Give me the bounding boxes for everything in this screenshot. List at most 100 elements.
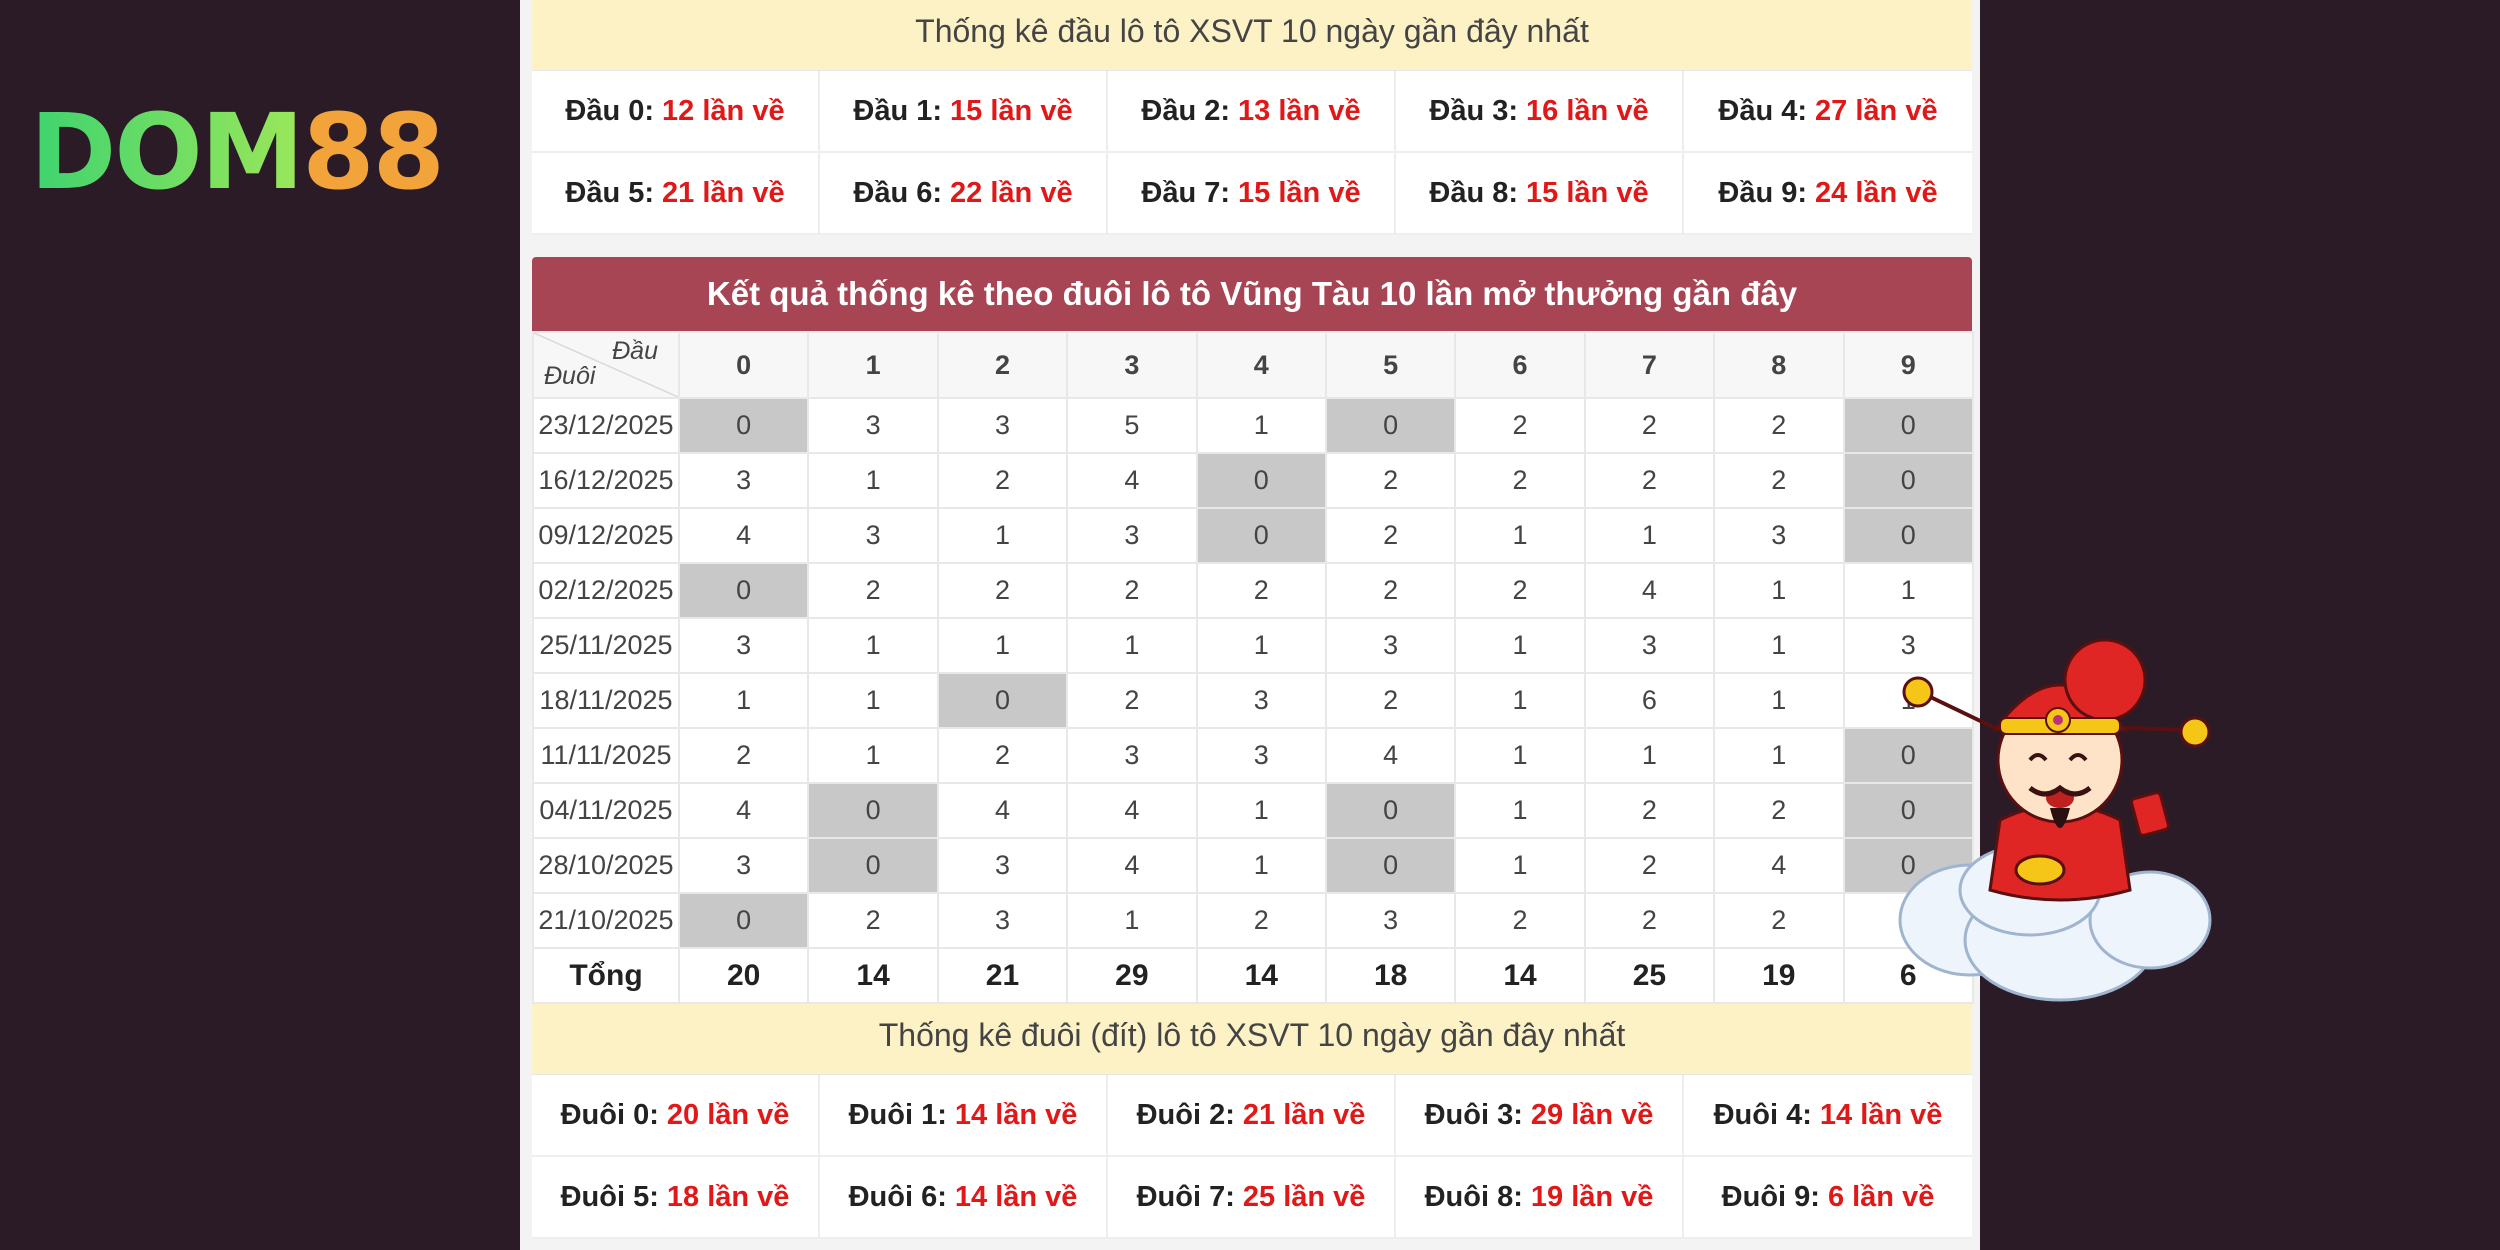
duoi-stat-label: Đuôi 9:	[1721, 1180, 1820, 1213]
table-cell: 2	[1066, 562, 1198, 619]
table-cell: 2	[677, 727, 810, 784]
table-cell: 2	[1324, 507, 1457, 564]
row-date: 04/11/2025	[532, 782, 680, 839]
row-date: 09/12/2025	[532, 507, 680, 564]
table-cell: 3	[1842, 617, 1974, 674]
duoi-stat-count: 29 lần về	[1530, 1098, 1654, 1131]
dom88-logo[interactable]: DOM88	[30, 100, 445, 204]
total-row: Tổng 20 14 21 29 14 18 14 25 19 6	[532, 947, 1974, 1004]
column-header-dau-5: 5	[1324, 331, 1457, 399]
duoi-stat-item-4: Đuôi 4: 14 lần về	[1684, 1075, 1972, 1157]
table-cell: 0	[677, 562, 810, 619]
total-cell: 29	[1066, 947, 1198, 1004]
table-cell: 2	[807, 892, 939, 949]
row-date: 21/10/2025	[532, 892, 680, 949]
table-cell: 1	[1066, 617, 1198, 674]
table-row: 04/11/2025 4 0 4 4 1 0 1 2 2 0	[532, 782, 1974, 839]
table-cell: 3	[936, 892, 1069, 949]
table-cell: 1	[1583, 727, 1716, 784]
table-row: 11/11/2025 2 1 2 3 3 4 1 1 1 0	[532, 727, 1974, 784]
head-stats-grid: Đầu 0: 12 lần về Đầu 1: 15 lần về Đầu 2: 13 l…	[532, 70, 1972, 235]
table-cell: 0	[677, 892, 810, 949]
table-row: 28/10/2025 3 0 3 4 1 0 1 2 4 0	[532, 837, 1974, 894]
table-cell: 0	[1842, 452, 1974, 509]
table-cell: 1	[677, 672, 810, 729]
table-row: 09/12/2025 4 3 1 3 0 2 1 1 3 0	[532, 507, 1974, 564]
table-cell: 0	[1195, 507, 1327, 564]
table-cell: 0	[1324, 782, 1457, 839]
table-cell: 2	[1454, 397, 1586, 454]
duoi-stat-count: 21 lần về	[1242, 1098, 1366, 1131]
table-corner-cell: Đầu Đuôi	[532, 331, 680, 399]
dau-stat-count: 21 lần về	[662, 176, 785, 209]
table-cell: 4	[1713, 837, 1845, 894]
table-cell: 0	[1842, 727, 1974, 784]
column-header-dau-3: 3	[1066, 331, 1198, 399]
table-cell: 3	[807, 507, 939, 564]
table-cell: 2	[1195, 892, 1327, 949]
tail-table-title: Kết quả thống kê theo đuôi lô tô Vũng Tà…	[532, 257, 1972, 331]
total-cell: 25	[1583, 947, 1716, 1004]
table-cell: 0	[677, 397, 810, 454]
table-cell: 0	[807, 782, 939, 839]
table-row: 21/10/2025 0 2 3 1 2 3 2 2 2	[532, 892, 1974, 949]
table-cell: 3	[677, 617, 810, 674]
duoi-stat-label: Đuôi 5:	[560, 1180, 659, 1213]
duoi-stat-count: 14 lần về	[954, 1180, 1078, 1213]
duoi-stat-item-5: Đuôi 5: 18 lần về	[532, 1157, 820, 1239]
table-cell: 1	[936, 507, 1069, 564]
dau-stat-label: Đầu 4:	[1718, 94, 1808, 127]
table-cell: 4	[1583, 562, 1716, 619]
table-cell: 2	[1713, 452, 1845, 509]
table-cell: 3	[1324, 617, 1457, 674]
logo-text-88: 88	[302, 91, 445, 213]
dau-stat-count: 15 lần về	[950, 94, 1073, 127]
dau-stat-item-9: Đầu 9: 24 lần về	[1684, 153, 1972, 235]
column-header-dau-8: 8	[1713, 331, 1845, 399]
duoi-stat-label: Đuôi 3:	[1424, 1098, 1523, 1131]
table-cell: 1	[1454, 672, 1586, 729]
table-cell: 1	[1066, 892, 1198, 949]
dau-stat-count: 13 lần về	[1238, 94, 1361, 127]
table-cell: 1	[1454, 617, 1586, 674]
duoi-stat-item-7: Đuôi 7: 25 lần về	[1108, 1157, 1396, 1239]
dau-stat-item-7: Đầu 7: 15 lần về	[1108, 153, 1396, 235]
table-cell: 1	[1713, 672, 1845, 729]
table-cell: 1	[1454, 837, 1586, 894]
duoi-stat-item-2: Đuôi 2: 21 lần về	[1108, 1075, 1396, 1157]
table-cell: 2	[936, 452, 1069, 509]
duoi-stat-count: 6 lần về	[1827, 1180, 1935, 1213]
duoi-stat-count: 14 lần về	[954, 1098, 1078, 1131]
table-cell: 0	[1842, 782, 1974, 839]
row-date: 28/10/2025	[532, 837, 680, 894]
table-cell: 2	[1583, 782, 1716, 839]
row-date: 02/12/2025	[532, 562, 680, 619]
table-cell: 2	[1454, 892, 1586, 949]
table-cell: 3	[936, 837, 1069, 894]
table-cell: 3	[1066, 727, 1198, 784]
column-header-dau-6: 6	[1454, 331, 1586, 399]
dau-stat-count: 15 lần về	[1238, 176, 1361, 209]
table-cell: 2	[1583, 397, 1716, 454]
table-cell: 4	[1324, 727, 1457, 784]
duoi-stat-item-1: Đuôi 1: 14 lần về	[820, 1075, 1108, 1157]
table-cell: 3	[936, 397, 1069, 454]
dau-stat-count: 27 lần về	[1815, 94, 1938, 127]
table-cell: 2	[1324, 672, 1457, 729]
table-cell: 3	[677, 837, 810, 894]
dau-stat-label: Đầu 7:	[1141, 176, 1231, 209]
duoi-stat-item-0: Đuôi 0: 20 lần về	[532, 1075, 820, 1157]
table-cell: 2	[807, 562, 939, 619]
table-cell: 4	[677, 507, 810, 564]
column-header-dau-9: 9	[1842, 331, 1974, 399]
table-cell: 1	[807, 672, 939, 729]
table-cell: 0	[1324, 837, 1457, 894]
table-cell: 2	[1583, 452, 1716, 509]
dau-stat-label: Đầu 8:	[1429, 176, 1519, 209]
table-cell: 2	[1713, 782, 1845, 839]
table-cell: 3	[1195, 672, 1327, 729]
row-date: 23/12/2025	[532, 397, 680, 454]
duoi-stat-count: 19 lần về	[1530, 1180, 1654, 1213]
